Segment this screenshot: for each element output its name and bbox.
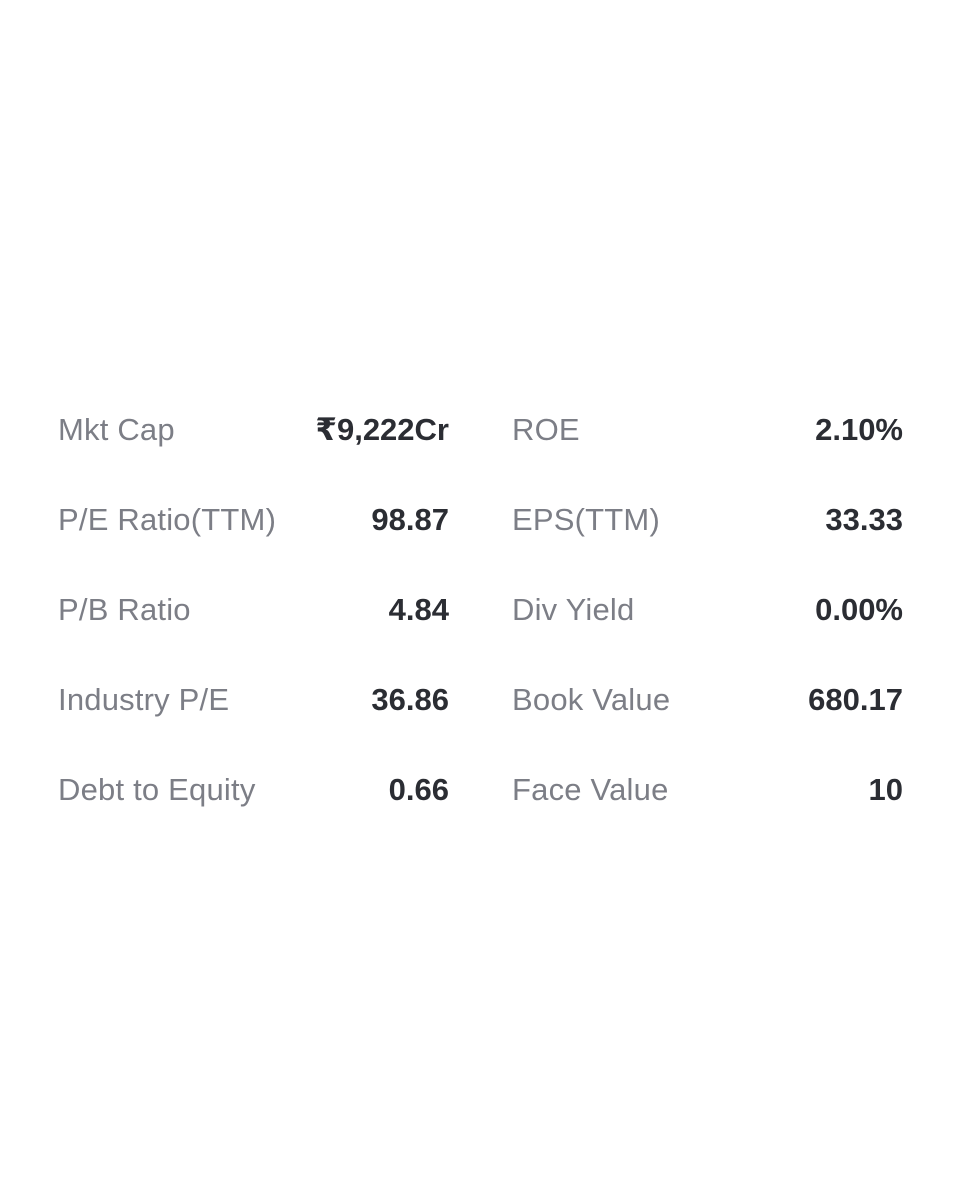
stat-row-debt-to-equity: Debt to Equity 0.66 <box>58 745 449 835</box>
stat-value: 4.84 <box>388 592 449 627</box>
stat-label: P/E Ratio(TTM) <box>58 502 277 537</box>
stat-row-pe-ratio: P/E Ratio(TTM) 98.87 <box>58 475 449 565</box>
stat-value: 0.66 <box>388 772 449 807</box>
stat-value: 36.86 <box>371 682 449 717</box>
stat-row-div-yield: Div Yield 0.00% <box>512 565 903 655</box>
stat-value: 2.10% <box>815 412 903 447</box>
stat-value: 0.00% <box>815 592 903 627</box>
fundamentals-right-column: ROE 2.10% EPS(TTM) 33.33 Div Yield 0.00%… <box>449 385 903 835</box>
stat-value: 98.87 <box>371 502 449 537</box>
stat-label: P/B Ratio <box>58 592 191 627</box>
stat-value: ₹9,222Cr <box>315 412 449 447</box>
stat-row-book-value: Book Value 680.17 <box>512 655 903 745</box>
stat-label: Div Yield <box>512 592 635 627</box>
stat-value: 680.17 <box>808 682 903 717</box>
stat-label: Face Value <box>512 772 669 807</box>
stat-row-market-cap: Mkt Cap ₹9,222Cr <box>58 385 449 475</box>
stat-label: Industry P/E <box>58 682 230 717</box>
stat-label: ROE <box>512 412 580 447</box>
stat-row-eps: EPS(TTM) 33.33 <box>512 475 903 565</box>
stat-row-roe: ROE 2.10% <box>512 385 903 475</box>
stat-label: Mkt Cap <box>58 412 175 447</box>
stat-value: 33.33 <box>825 502 903 537</box>
fundamentals-left-column: Mkt Cap ₹9,222Cr P/E Ratio(TTM) 98.87 P/… <box>58 385 449 835</box>
stat-label: EPS(TTM) <box>512 502 660 537</box>
stat-label: Book Value <box>512 682 671 717</box>
stat-label: Debt to Equity <box>58 772 256 807</box>
stat-row-face-value: Face Value 10 <box>512 745 903 835</box>
stat-row-industry-pe: Industry P/E 36.86 <box>58 655 449 745</box>
fundamentals-panel: Mkt Cap ₹9,222Cr P/E Ratio(TTM) 98.87 P/… <box>58 385 903 835</box>
stat-row-pb-ratio: P/B Ratio 4.84 <box>58 565 449 655</box>
stat-value: 10 <box>868 772 903 807</box>
